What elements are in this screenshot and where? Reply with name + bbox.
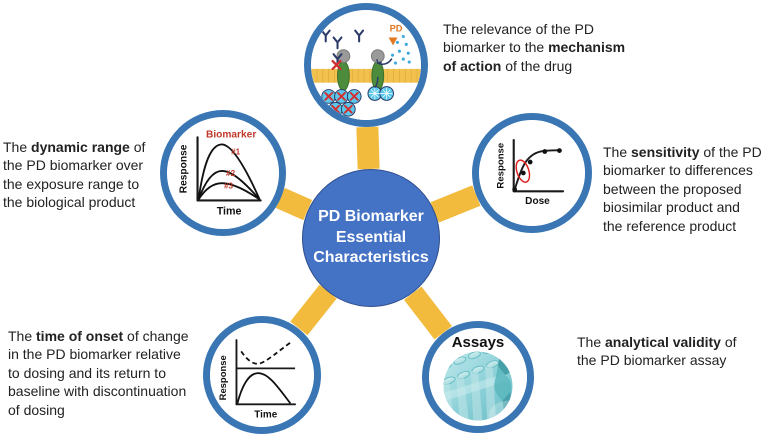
svg-text:#1: #1: [231, 148, 241, 157]
svg-text:Response: Response: [178, 144, 189, 193]
svg-text:Biomarker: Biomarker: [206, 129, 256, 140]
svg-text:PD: PD: [390, 24, 403, 34]
svg-text:#3: #3: [224, 181, 234, 190]
svg-text:Time: Time: [254, 410, 277, 421]
svg-text:#2: #2: [226, 169, 236, 178]
svg-text:Response: Response: [496, 143, 507, 189]
svg-text:Response: Response: [218, 355, 229, 400]
svg-text:Time: Time: [217, 206, 242, 218]
svg-text:Dose: Dose: [525, 196, 550, 207]
